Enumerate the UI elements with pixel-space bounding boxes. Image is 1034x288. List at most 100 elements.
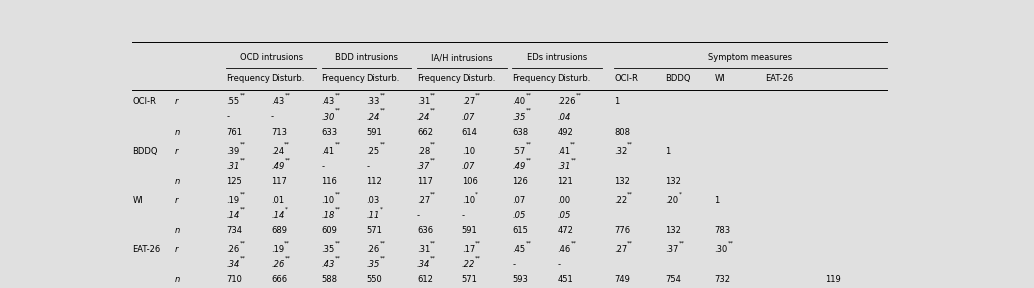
Text: 615: 615	[512, 226, 528, 235]
Text: 776: 776	[614, 226, 630, 235]
Text: .19: .19	[271, 245, 284, 254]
Text: 1: 1	[714, 196, 720, 205]
Text: **: **	[475, 240, 481, 245]
Text: 571: 571	[366, 226, 383, 235]
Text: -: -	[366, 162, 369, 171]
Text: OCD intrusions: OCD intrusions	[240, 53, 303, 62]
Text: Frequency: Frequency	[322, 74, 365, 84]
Text: 609: 609	[322, 226, 337, 235]
Text: Disturb.: Disturb.	[462, 74, 495, 84]
Text: r: r	[175, 196, 179, 205]
Text: .27: .27	[614, 245, 628, 254]
Text: EAT-26: EAT-26	[132, 245, 160, 254]
Text: **: **	[475, 93, 481, 98]
Text: **: **	[379, 93, 386, 98]
Text: -: -	[226, 113, 230, 122]
Text: **: **	[430, 255, 436, 261]
Text: n: n	[175, 226, 180, 235]
Text: .30: .30	[714, 245, 728, 254]
Text: 1: 1	[614, 97, 619, 107]
Text: **: **	[335, 93, 341, 98]
Text: 117: 117	[417, 177, 433, 186]
Text: **: **	[335, 206, 341, 211]
Text: **: **	[240, 157, 246, 162]
Text: .04: .04	[557, 113, 571, 122]
Text: **: **	[430, 191, 436, 196]
Text: .10: .10	[462, 147, 475, 156]
Text: **: **	[240, 142, 245, 147]
Text: .24: .24	[271, 147, 284, 156]
Text: .226: .226	[557, 97, 576, 107]
Text: Symptom measures: Symptom measures	[708, 53, 792, 62]
Text: **: **	[430, 142, 436, 147]
Text: **: **	[239, 93, 245, 98]
Text: -: -	[512, 260, 515, 269]
Text: 451: 451	[557, 275, 573, 284]
Text: **: **	[430, 93, 436, 98]
Text: .31: .31	[417, 97, 430, 107]
Text: .24: .24	[417, 113, 430, 122]
Text: .19: .19	[226, 196, 239, 205]
Text: .46: .46	[557, 245, 571, 254]
Text: .10: .10	[462, 196, 475, 205]
Text: .57: .57	[512, 147, 525, 156]
Text: 1: 1	[665, 147, 671, 156]
Text: .27: .27	[462, 97, 475, 107]
Text: **: **	[335, 240, 341, 245]
Text: -: -	[271, 113, 274, 122]
Text: **: **	[525, 108, 531, 113]
Text: **: **	[430, 157, 436, 162]
Text: .49: .49	[512, 162, 525, 171]
Text: 119: 119	[825, 275, 841, 284]
Text: .40: .40	[512, 97, 525, 107]
Text: **: **	[525, 240, 531, 245]
Text: 132: 132	[614, 177, 630, 186]
Text: 591: 591	[462, 226, 478, 235]
Text: **: **	[284, 255, 291, 261]
Text: **: **	[284, 93, 291, 98]
Text: .31: .31	[226, 162, 240, 171]
Text: -: -	[417, 211, 420, 220]
Text: Frequency: Frequency	[226, 74, 270, 84]
Text: .30: .30	[322, 113, 335, 122]
Text: 106: 106	[462, 177, 478, 186]
Text: **: **	[571, 240, 576, 245]
Text: BDDQ: BDDQ	[132, 147, 158, 156]
Text: *: *	[678, 191, 681, 196]
Text: .41: .41	[557, 147, 571, 156]
Text: n: n	[175, 177, 180, 186]
Text: **: **	[628, 240, 633, 245]
Text: **: **	[284, 142, 291, 147]
Text: .35: .35	[322, 245, 335, 254]
Text: 132: 132	[665, 226, 681, 235]
Text: 125: 125	[226, 177, 242, 186]
Text: .35: .35	[512, 113, 525, 122]
Text: 638: 638	[512, 128, 528, 137]
Text: n: n	[175, 275, 180, 284]
Text: .32: .32	[614, 147, 628, 156]
Text: .43: .43	[322, 260, 335, 269]
Text: .00: .00	[557, 196, 571, 205]
Text: **: **	[678, 240, 685, 245]
Text: **: **	[525, 142, 531, 147]
Text: .07: .07	[462, 162, 476, 171]
Text: *: *	[475, 191, 478, 196]
Text: Disturb.: Disturb.	[557, 74, 590, 84]
Text: Disturb.: Disturb.	[271, 74, 304, 84]
Text: **: **	[728, 240, 733, 245]
Text: .43: .43	[271, 97, 284, 107]
Text: r: r	[175, 147, 179, 156]
Text: .05: .05	[512, 211, 525, 220]
Text: IA/H intrusions: IA/H intrusions	[431, 53, 492, 62]
Text: .24: .24	[366, 113, 379, 122]
Text: .20: .20	[665, 196, 678, 205]
Text: -: -	[322, 162, 325, 171]
Text: 761: 761	[226, 128, 242, 137]
Text: 571: 571	[462, 275, 478, 284]
Text: .10: .10	[322, 196, 335, 205]
Text: 126: 126	[512, 177, 528, 186]
Text: *: *	[379, 206, 383, 211]
Text: .37: .37	[417, 162, 430, 171]
Text: .07: .07	[512, 196, 525, 205]
Text: WI: WI	[132, 196, 143, 205]
